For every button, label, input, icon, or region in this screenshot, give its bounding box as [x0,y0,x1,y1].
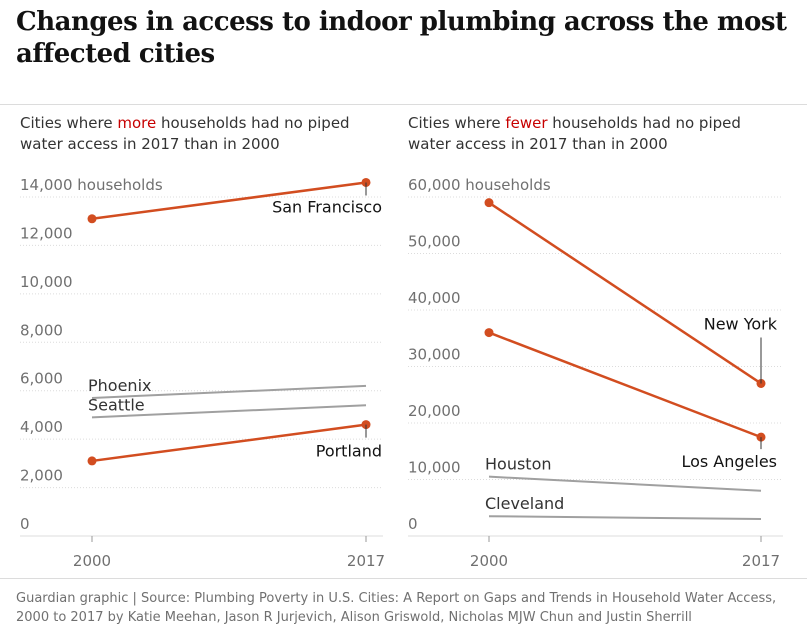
y-tick-label: 20,000 [408,402,461,420]
left-subtitle-pre: Cities where [20,114,118,132]
y-tick-label: 30,000 [408,346,461,364]
series-line-phoenix [91,384,367,399]
series-line-los-angeles [488,331,762,439]
footer-divider [0,578,807,579]
right-subtitle-post: households had no piped water access in … [408,114,741,153]
series-label-san-francisco: San Francisco [272,197,382,216]
data-point-san-francisco [87,214,97,224]
left-subtitle-highlight: more [117,114,157,132]
series-line-new-york [488,201,762,385]
left-subtitle-post: households had no piped water access in … [20,114,350,153]
y-tick-label: 40,000 [408,289,461,307]
x-tick-label: 2000 [73,552,111,570]
right-subtitle-pre: Cities where [408,114,506,132]
left-chart: 0 2,000 4,000 6,000 8,000 10,000 12,000 14,000 … [20,176,385,570]
y-tick-label: 8,000 [20,321,63,339]
y-tick-label: 10,000 [20,273,73,291]
data-point-portland [87,456,97,466]
y-tick-label: 60,000 households [408,176,551,194]
series-label-phoenix: Phoenix [88,376,151,395]
right-panel-subtitle: Cities where fewer households had no pip… [408,113,778,155]
top-divider [0,104,807,105]
y-tick-label: 12,000 [20,224,73,242]
y-tick-label: 6,000 [20,370,63,388]
y-tick-label: 50,000 [408,233,461,251]
series-label-new-york: New York [704,314,778,333]
y-tick-label: 0 [408,515,418,533]
x-tick-label: 2000 [470,552,508,570]
series-label-los-angeles: Los Angeles [681,452,777,471]
right-subtitle-highlight: fewer [505,114,548,132]
data-point-new-york [484,198,494,208]
series-label-cleveland: Cleveland [485,494,564,513]
x-tick-label: 2017 [742,552,780,570]
series-label-seattle: Seattle [88,395,145,414]
y-tick-label: 0 [20,515,30,533]
data-point-new-york [756,378,766,388]
right-chart: 0 10,000 20,000 30,000 40,000 50,000 60,000 ho… [408,176,783,570]
y-tick-label: 10,000 [408,459,461,477]
y-tick-label: 4,000 [20,418,63,436]
series-label-houston: Houston [485,455,552,474]
source-footer: Guardian graphic | Source: Plumbing Pove… [16,591,777,625]
series-line-cleveland [488,515,762,521]
chart-title: Changes in access to indoor plumbing acr… [16,7,787,69]
y-tick-label: 2,000 [20,467,63,485]
series-line-seattle [91,404,367,419]
data-point-los-angeles [484,328,494,338]
series-line-san-francisco [91,181,367,221]
left-panel-subtitle: Cities where more households had no pipe… [20,113,390,155]
series-line-houston [488,475,762,492]
y-tick-label: 14,000 households [20,176,163,194]
x-tick-label: 2017 [347,552,385,570]
series-label-portland: Portland [316,442,382,461]
series-line-portland [91,423,367,463]
